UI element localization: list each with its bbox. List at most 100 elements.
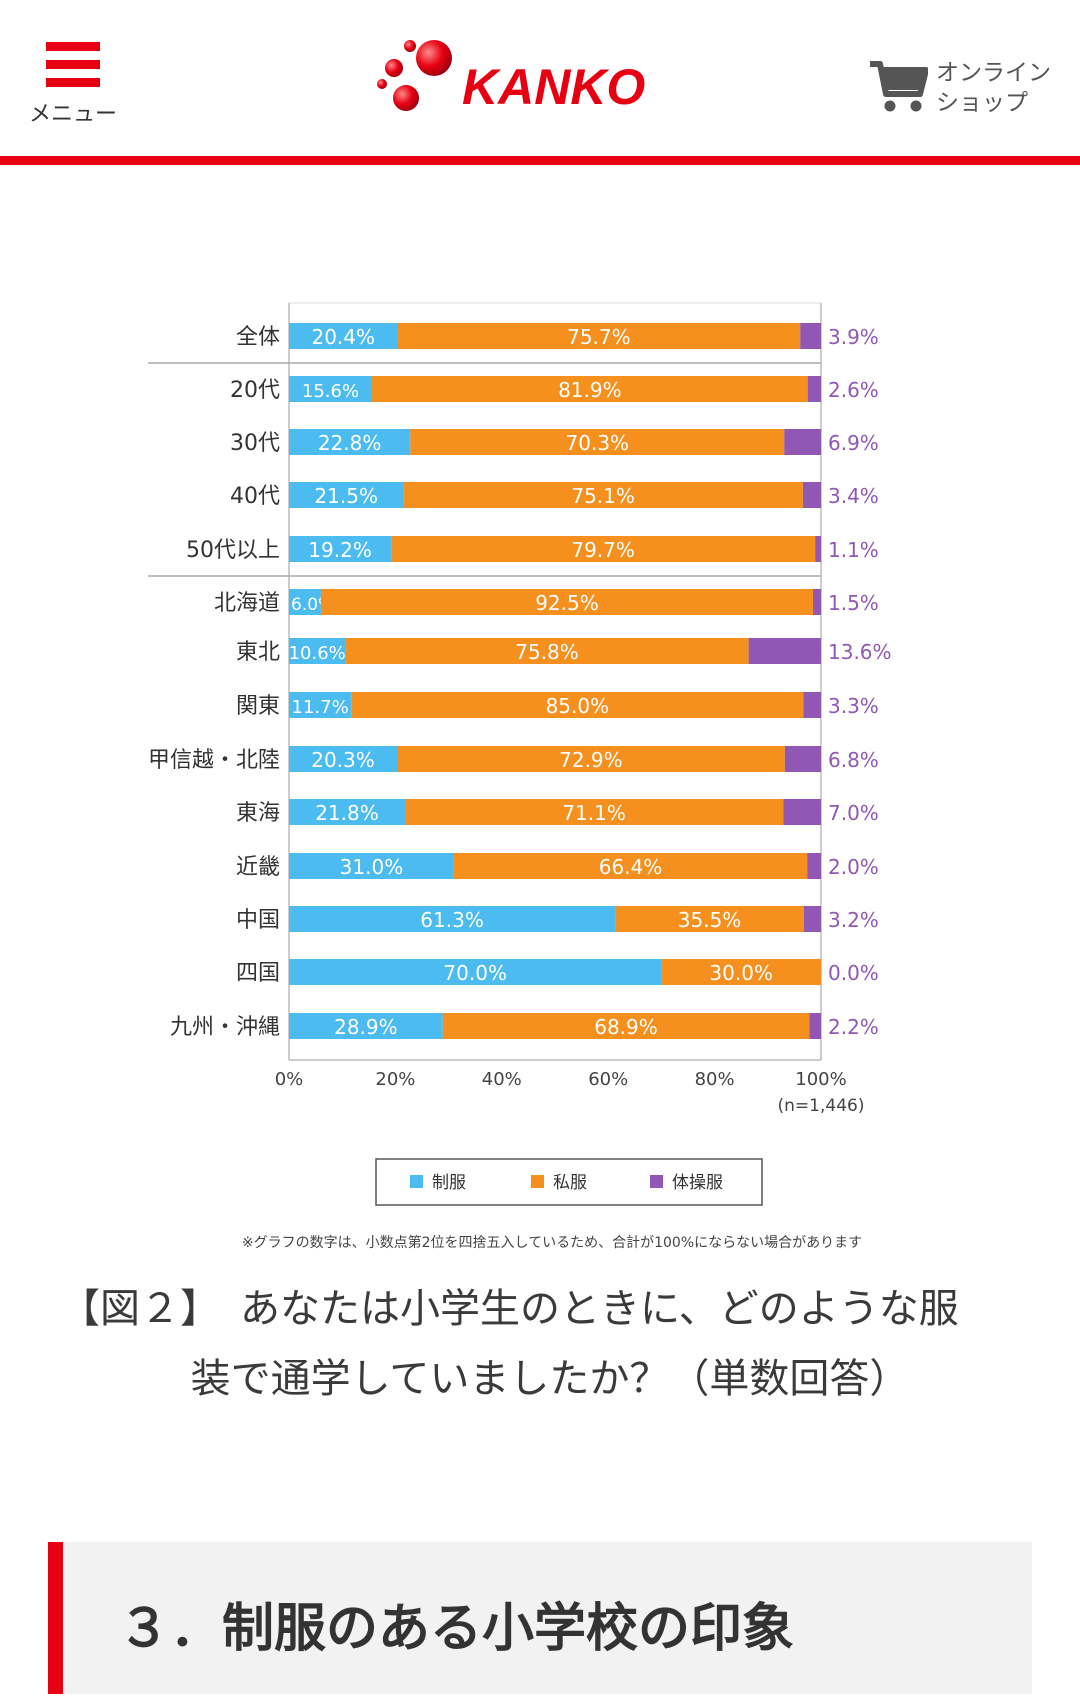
legend-label: 私服 (553, 1173, 587, 1193)
menu-label: メニュー (28, 102, 117, 127)
legend-label: 制服 (432, 1173, 466, 1193)
value-label: 2.2% (828, 1015, 879, 1039)
x-tick-label: 40% (482, 1069, 522, 1090)
bar-segment (800, 323, 821, 349)
section-title: ３．制服のある小学校の印象 (118, 1599, 795, 1659)
bar-segment (320, 589, 814, 615)
bar-segment (783, 799, 821, 825)
category-label: 中国 (236, 908, 280, 933)
bar-row: 近畿 31.0% 66.4% 2.0% (236, 853, 879, 880)
caption-line2: 装で通学していましたか？（単数回答） (190, 1356, 910, 1402)
bar-segment (803, 906, 821, 932)
online-shop-button[interactable]: オンライン ショップ (868, 56, 1068, 126)
value-label: 13.6% (828, 640, 892, 664)
logo-wordmark: KANKO (462, 59, 645, 115)
bar-row: 50代以上 19.2% 79.7% 1.1% (186, 536, 879, 563)
value-label: 68.9% (594, 1015, 658, 1039)
bar-segment (410, 429, 785, 455)
hamburger-icon (46, 42, 100, 51)
cart-label-line2: ショップ (936, 90, 1028, 116)
bar-segment (802, 482, 821, 508)
logo-dot (416, 40, 452, 76)
bar-segment (615, 906, 804, 932)
value-label: 3.2% (828, 908, 879, 932)
bar-segment (289, 853, 454, 879)
category-label: 関東 (236, 694, 280, 719)
category-label: 30代 (230, 431, 280, 456)
bar-segment (289, 746, 397, 772)
hamburger-icon-bar (46, 78, 100, 87)
value-label: 1.5% (828, 591, 879, 615)
bar-segment (404, 799, 784, 825)
bar-segment (807, 376, 821, 402)
value-label: 28.9% (334, 1015, 398, 1039)
section-accent-bar (48, 1542, 63, 1694)
bar-row: 30代 22.8% 70.3% 6.9% (230, 429, 879, 456)
category-label: 四国 (236, 961, 280, 986)
value-label: 75.1% (571, 484, 635, 508)
category-label: 近畿 (236, 855, 280, 880)
bar-segment (289, 429, 411, 455)
bar-segment (345, 638, 749, 664)
bar-row: 20代 15.6% 81.9% 2.6% (230, 376, 879, 403)
survey-chart: 全体 20.4% 75.7% 3.9% 20代 15.6% 81.9% 2.6% 30代 22.8… (0, 170, 1080, 1290)
bar-row: 九州・沖縄 28.9% 68.9% 2.2% (170, 1013, 879, 1040)
stacked-bar-chart: 全体 20.4% 75.7% 3.9% 20代 15.6% 81.9% 2.6% 30代 22.8… (148, 302, 892, 1251)
cart-icon (870, 61, 928, 112)
bar-row: 40代 21.5% 75.1% 3.4% (230, 482, 879, 509)
value-label: 7.0% (828, 801, 879, 825)
bar-segment (289, 376, 372, 402)
legend-box (375, 1158, 763, 1206)
bar-segment (289, 638, 346, 664)
value-label: 2.0% (828, 855, 879, 879)
category-label: 北海道 (214, 591, 280, 616)
category-label: 40代 (230, 484, 280, 509)
section-heading: ３．制服のある小学校の印象 (48, 1542, 1032, 1694)
bar-segment (784, 746, 821, 772)
bar-row: 全体 20.4% 75.7% 3.9% (236, 323, 879, 350)
value-label: 22.8% (318, 431, 382, 455)
x-tick-label: 60% (588, 1069, 628, 1090)
bar-segment (809, 1013, 821, 1039)
value-label: 6.8% (828, 748, 879, 772)
value-label: 0.0% (828, 961, 879, 985)
legend-swatch (531, 1175, 544, 1188)
value-label: 92.5% (535, 591, 599, 615)
logo-dot (393, 85, 419, 111)
legend-swatch (650, 1175, 663, 1188)
bar-segment (815, 536, 821, 562)
category-label: 50代以上 (186, 538, 280, 563)
value-label: 72.9% (559, 748, 623, 772)
value-label: 3.3% (828, 694, 879, 718)
bar-segment (813, 589, 821, 615)
bar-segment (397, 323, 801, 349)
value-label: 70.0% (443, 961, 507, 985)
value-label: 6.9% (828, 431, 879, 455)
hamburger-icon-bar (46, 60, 100, 69)
x-tick-label: 20% (375, 1069, 415, 1090)
value-label: 2.6% (828, 378, 879, 402)
value-label: 10.6% (289, 643, 346, 664)
bar-row: 北海道 6.0% 92.5% 1.5% (214, 589, 879, 616)
value-label: 30.0% (709, 961, 773, 985)
chart-footnote: ※グラフの数字は、小数点第2位を四捨五入しているため、合計が100%にならない場… (242, 1234, 862, 1251)
logo-dot (377, 79, 387, 89)
value-label: 15.6% (302, 381, 359, 402)
value-label: 21.5% (314, 484, 378, 508)
bar-segment (396, 746, 785, 772)
legend-label: 体操服 (672, 1173, 723, 1193)
value-label: 1.1% (828, 538, 879, 562)
bar-segment (391, 536, 816, 562)
bar-segment (289, 482, 404, 508)
category-label: 全体 (236, 325, 280, 350)
bar-row: 東海 21.8% 71.1% 7.0% (236, 799, 879, 826)
category-label: 九州・沖縄 (170, 1015, 280, 1040)
bar-segment (289, 589, 321, 615)
value-label: 75.7% (567, 325, 631, 349)
value-label: 35.5% (678, 908, 742, 932)
x-tick-label: 0% (275, 1069, 304, 1090)
menu-button[interactable]: メニュー (18, 36, 128, 128)
sample-size-note: (n=1,446) (778, 1096, 865, 1116)
value-label: 61.3% (420, 908, 484, 932)
kanko-logo[interactable]: KANKO (372, 36, 712, 120)
